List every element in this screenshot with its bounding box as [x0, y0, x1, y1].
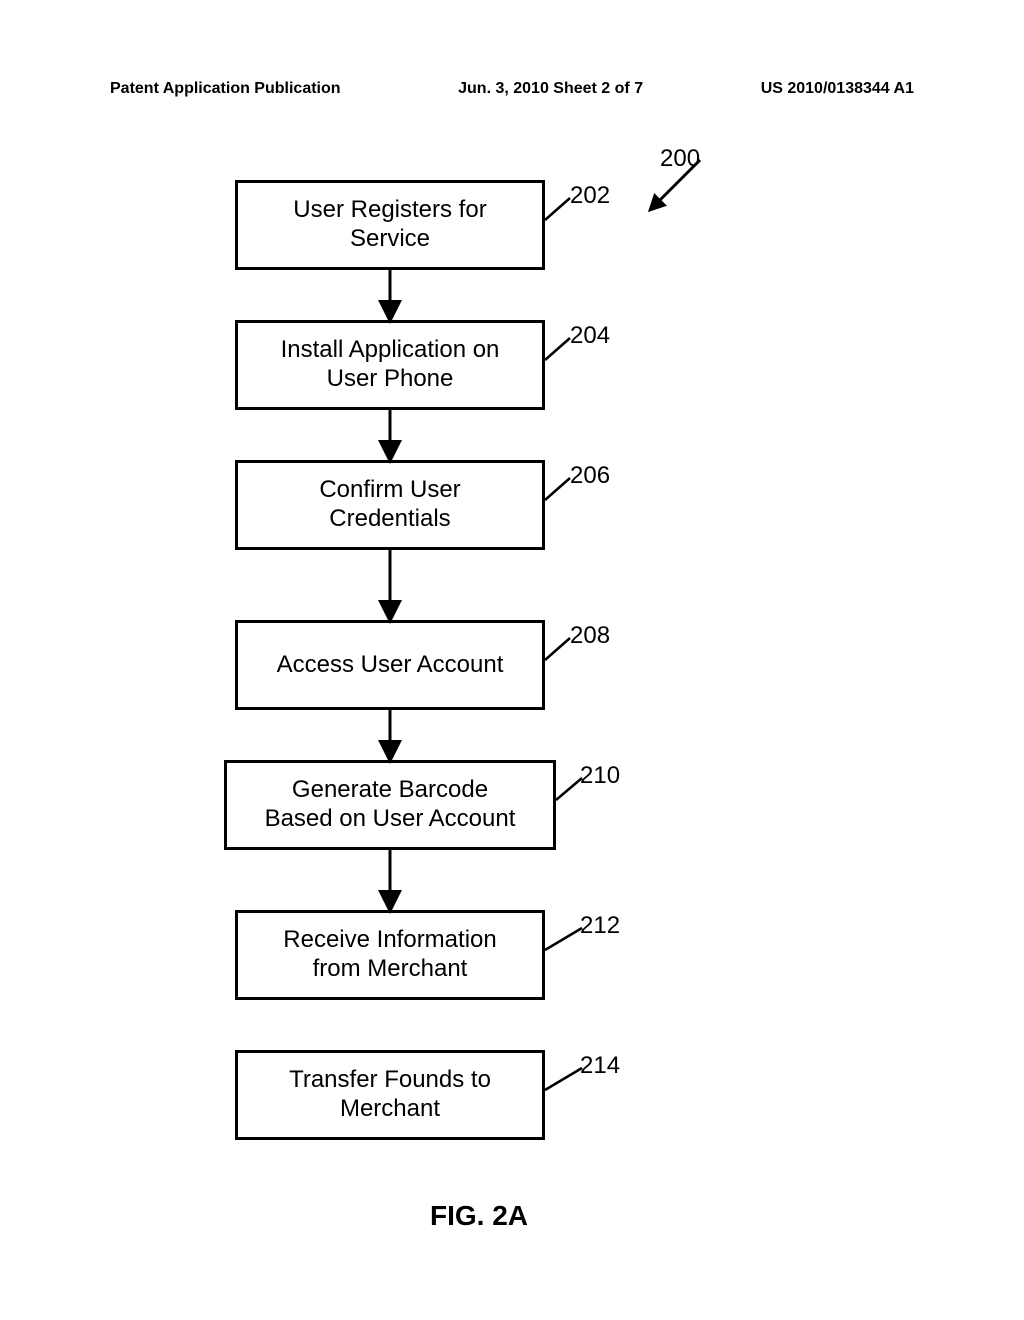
leader-line — [545, 478, 570, 500]
leader-line — [545, 638, 570, 660]
flow-box-208: Access User Account — [235, 620, 545, 710]
ref-label-200: 200 — [660, 145, 700, 173]
flow-box-202: User Registers forService — [235, 180, 545, 270]
leader-line — [545, 1068, 582, 1090]
leader-line — [545, 928, 582, 950]
figure-title: FIG. 2A — [430, 1200, 528, 1232]
ref-label-212: 212 — [580, 912, 620, 940]
flow-box-212: Receive Informationfrom Merchant — [235, 910, 545, 1000]
figure-area: User Registers forService Install Applica… — [0, 140, 1024, 1240]
ref-label-202: 202 — [570, 182, 610, 210]
ref-label-208: 208 — [570, 622, 610, 650]
leader-line — [556, 778, 582, 800]
ref-label-210: 210 — [580, 762, 620, 790]
page-header: Patent Application Publication Jun. 3, 2… — [110, 80, 914, 98]
ref-label-204: 204 — [570, 322, 610, 350]
flow-box-210: Generate BarcodeBased on User Account — [224, 760, 556, 850]
flow-box-206: Confirm UserCredentials — [235, 460, 545, 550]
ref-label-206: 206 — [570, 462, 610, 490]
header-middle: Jun. 3, 2010 Sheet 2 of 7 — [458, 80, 643, 98]
flow-box-204: Install Application onUser Phone — [235, 320, 545, 410]
header-left: Patent Application Publication — [110, 80, 341, 98]
ref-label-214: 214 — [580, 1052, 620, 1080]
leader-line — [545, 338, 570, 360]
header-right: US 2010/0138344 A1 — [761, 80, 914, 98]
leader-line — [545, 198, 570, 220]
flow-box-214: Transfer Founds toMerchant — [235, 1050, 545, 1140]
